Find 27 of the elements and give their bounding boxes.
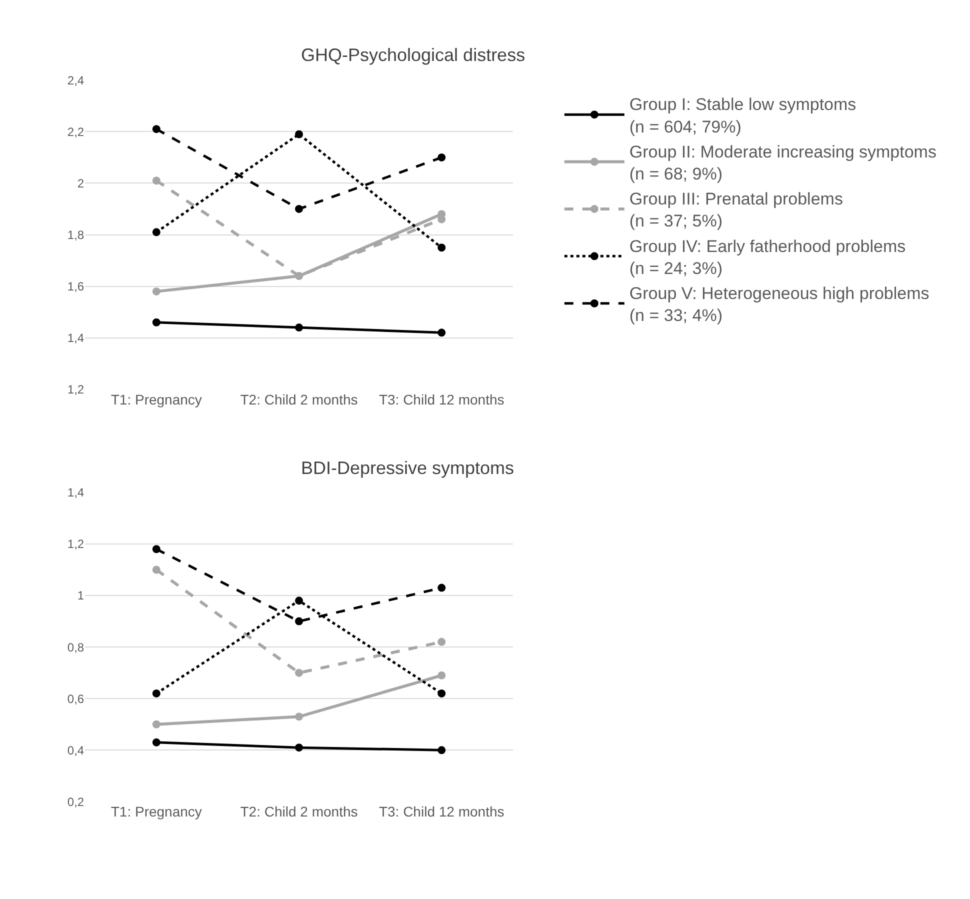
y-tick-label: 2 <box>77 176 84 190</box>
x-tick-label: T1: Pregnancy <box>110 391 202 408</box>
chart-title: BDI-Depressive symptoms <box>301 458 514 478</box>
legend-label: Group IV: Early fatherhood problems (n = 24; 3%) <box>629 236 906 278</box>
x-tick-label: T2: Child 2 months <box>240 391 358 408</box>
y-tick-label: 0,4 <box>67 743 84 758</box>
y-tick-label: 1,4 <box>67 486 84 500</box>
y-tick-label: 2,4 <box>67 73 84 88</box>
y-tick-label: 1 <box>77 588 84 603</box>
x-tick-label: T3: Child 12 months <box>378 391 504 408</box>
y-tick-label: 1,4 <box>67 331 84 346</box>
legend-label: Group II: Moderate increasing symptoms (n = 68; 9%) <box>629 142 936 184</box>
y-tick-label: 1,6 <box>67 279 84 294</box>
y-tick-label: 1,2 <box>67 537 84 552</box>
legend-label: Group V: Heterogeneous high problems (n = 33; 4%) <box>629 284 930 326</box>
legend-label: Group I: Stable low symptoms (n = 604; 79%) <box>629 95 856 136</box>
y-tick-label: 1,2 <box>67 382 84 397</box>
y-tick-label: 1,8 <box>67 228 84 242</box>
x-tick-label: T2: Child 2 months <box>240 804 358 820</box>
y-tick-label: 0,6 <box>67 692 84 706</box>
chart-title: GHQ-Psychological distress <box>301 45 526 65</box>
x-tick-label: T1: Pregnancy <box>110 804 202 820</box>
legend-label: Group III: Prenatal problems (n = 37; 5%) <box>629 190 843 231</box>
y-tick-label: 0,8 <box>67 640 84 654</box>
x-tick-label: T3: Child 12 months <box>378 804 504 820</box>
y-tick-label: 0,2 <box>67 794 84 809</box>
y-tick-label: 2,2 <box>67 124 84 139</box>
